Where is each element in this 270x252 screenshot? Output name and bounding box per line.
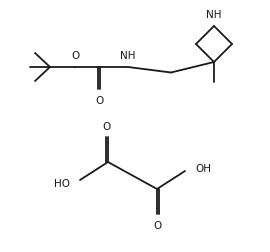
Text: NH: NH	[206, 10, 222, 20]
Text: O: O	[95, 96, 103, 106]
Text: O: O	[103, 121, 111, 132]
Text: O: O	[71, 51, 79, 61]
Text: NH: NH	[120, 51, 136, 61]
Text: OH: OH	[195, 163, 211, 173]
Text: O: O	[154, 220, 162, 230]
Text: HO: HO	[54, 178, 70, 188]
